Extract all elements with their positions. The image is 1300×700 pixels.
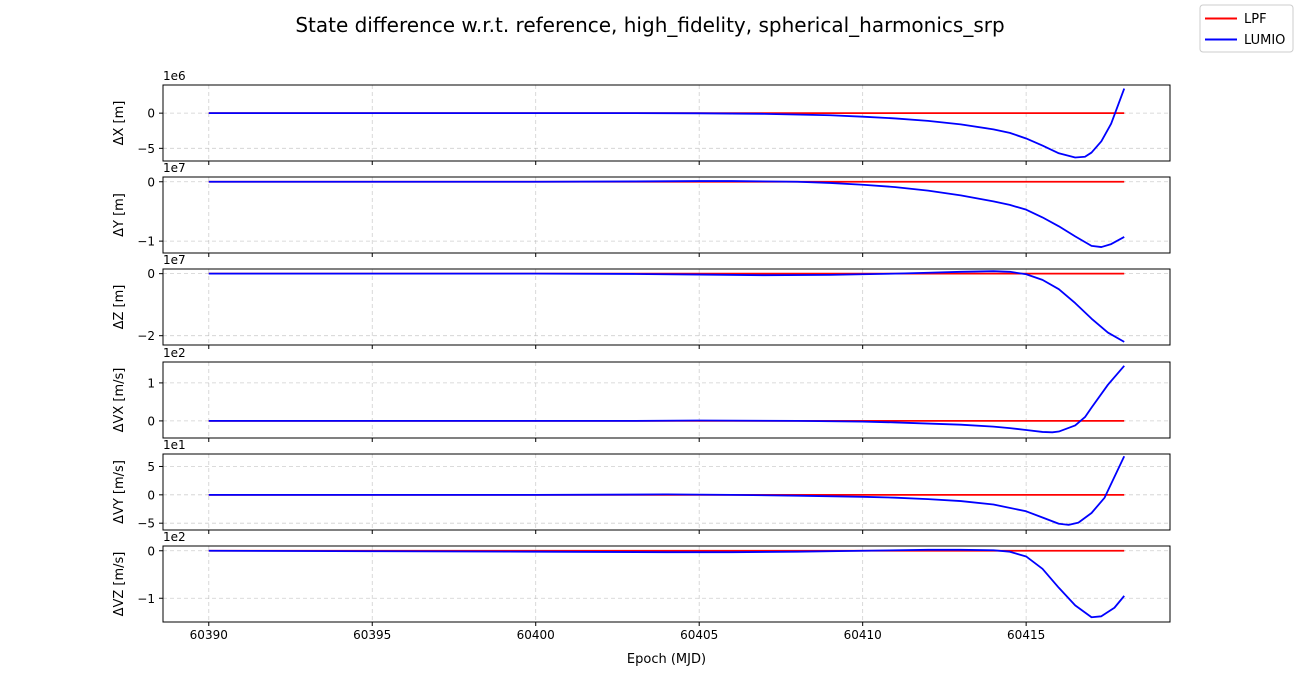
y-offset-label: 1e2 xyxy=(163,530,186,544)
axes-frame xyxy=(162,268,1171,346)
axes-frame xyxy=(162,453,1171,531)
y-tick-label: 0 xyxy=(147,107,155,121)
y-tick-label: −2 xyxy=(137,329,155,343)
x-tick-label: 60415 xyxy=(1007,628,1045,642)
y-axis-label: ΔVZ [m/s] xyxy=(112,552,127,617)
y-offset-label: 1e1 xyxy=(163,438,186,452)
y-offset-label: 1e7 xyxy=(163,161,186,175)
x-tick-label: 60395 xyxy=(353,628,391,642)
legend-label-lumio: LUMIO xyxy=(1244,33,1285,48)
y-tick-label: 5 xyxy=(147,460,155,474)
x-tick-label: 60410 xyxy=(844,628,882,642)
y-axis-label: ΔX [m] xyxy=(112,101,127,146)
y-tick-label: 0 xyxy=(147,175,155,189)
y-axis-label: ΔZ [m] xyxy=(112,285,127,330)
x-tick-label: 60390 xyxy=(190,628,228,642)
y-axis-label: ΔY [m] xyxy=(112,193,127,237)
y-offset-label: 1e6 xyxy=(163,69,186,83)
axes-frame xyxy=(162,84,1171,162)
y-offset-label: 1e2 xyxy=(163,346,186,360)
y-tick-label: 0 xyxy=(147,414,155,428)
subplot-stack: −5 0 1e6 ΔX [m] −1 0 1e7 ΔY [m] −2 0 1e7 ΔZ [m] 0 1 1e… xyxy=(112,69,1171,642)
subplot-dx: −5 0 1e6 ΔX [m] xyxy=(112,69,1171,165)
y-tick-label: −5 xyxy=(137,142,155,156)
y-tick-label: 0 xyxy=(147,267,155,281)
legend-label-lpf: LPF xyxy=(1244,12,1267,27)
y-axis-label: ΔVY [m/s] xyxy=(112,460,127,524)
y-offset-label: 1e7 xyxy=(163,253,186,267)
series-line-lumio xyxy=(208,180,1125,248)
series-line-lumio xyxy=(208,548,1125,619)
subplot-dvx: 0 1 1e2 ΔVX [m/s] xyxy=(112,346,1171,442)
subplot-dvz: 60390 60395 60400 60405 60410 60415 −1 0 1e2 ΔVZ … xyxy=(112,530,1171,642)
y-tick-label: 0 xyxy=(147,544,155,558)
legend: LPF LUMIO xyxy=(1199,4,1294,53)
subplot-dy: −1 0 1e7 ΔY [m] xyxy=(112,161,1171,257)
axes-frame xyxy=(162,176,1171,254)
y-axis-label: ΔVX [m/s] xyxy=(112,368,127,433)
y-tick-label: −1 xyxy=(137,235,155,249)
series-line-lumio xyxy=(208,365,1125,434)
y-tick-label: 0 xyxy=(147,488,155,502)
axes-frame xyxy=(162,545,1171,623)
series-line-lumio xyxy=(208,270,1125,343)
axes-frame xyxy=(162,361,1171,439)
y-tick-label: −1 xyxy=(137,592,155,606)
y-tick-label: −5 xyxy=(137,517,155,531)
figure-title: State difference w.r.t. reference, high_… xyxy=(295,13,1004,37)
x-tick-label: 60400 xyxy=(517,628,555,642)
y-tick-label: 1 xyxy=(147,376,155,390)
x-tick-label: 60405 xyxy=(680,628,718,642)
x-axis-label: Epoch (MJD) xyxy=(627,652,706,667)
subplot-dvy: −5 0 5 1e1 ΔVY [m/s] xyxy=(112,438,1171,534)
series-line-lumio xyxy=(208,455,1126,526)
series-line-lumio xyxy=(208,88,1126,159)
subplot-dz: −2 0 1e7 ΔZ [m] xyxy=(112,253,1171,349)
